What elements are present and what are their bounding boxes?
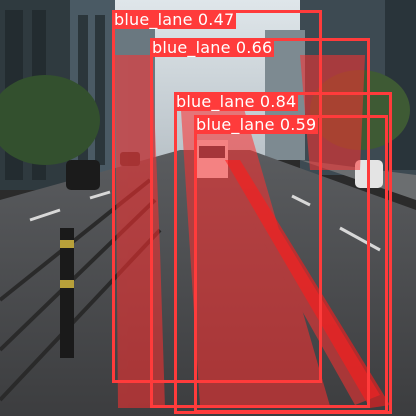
lane-markings (29, 190, 381, 252)
detection-label-3: blue_lane 0.84 (174, 92, 299, 111)
detection-box-4 (194, 115, 388, 413)
detection-label-2: blue_lane 0.66 (150, 38, 275, 57)
detection-label-4: blue_lane 0.59 (194, 115, 319, 134)
tree-left (0, 75, 100, 165)
bollard (60, 228, 74, 358)
lane-line-mask (225, 160, 390, 408)
car-left (66, 160, 100, 190)
detection-label-1: blue_lane 0.47 (112, 10, 237, 29)
